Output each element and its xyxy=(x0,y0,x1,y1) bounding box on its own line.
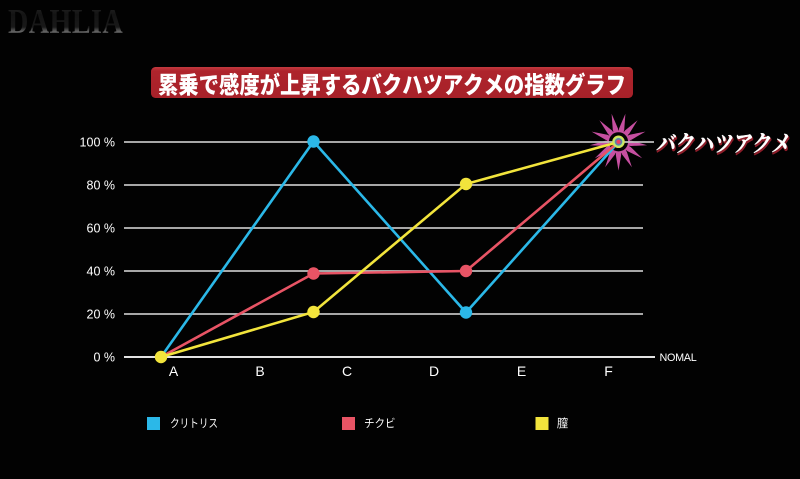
svg-text:0 %: 0 % xyxy=(93,351,115,365)
svg-text:60 %: 60 % xyxy=(87,222,116,236)
svg-text:100 %: 100 % xyxy=(80,136,115,150)
svg-text:A: A xyxy=(169,363,179,379)
svg-text:F: F xyxy=(604,363,613,379)
svg-text:40 %: 40 % xyxy=(87,265,116,279)
svg-text:B: B xyxy=(255,363,264,379)
svg-text:NOMAL: NOMAL xyxy=(660,352,697,364)
svg-text:D: D xyxy=(429,363,439,379)
svg-text:E: E xyxy=(517,363,526,379)
svg-text:20 %: 20 % xyxy=(87,308,116,322)
svg-text:C: C xyxy=(342,363,352,379)
svg-text:80 %: 80 % xyxy=(87,179,116,193)
